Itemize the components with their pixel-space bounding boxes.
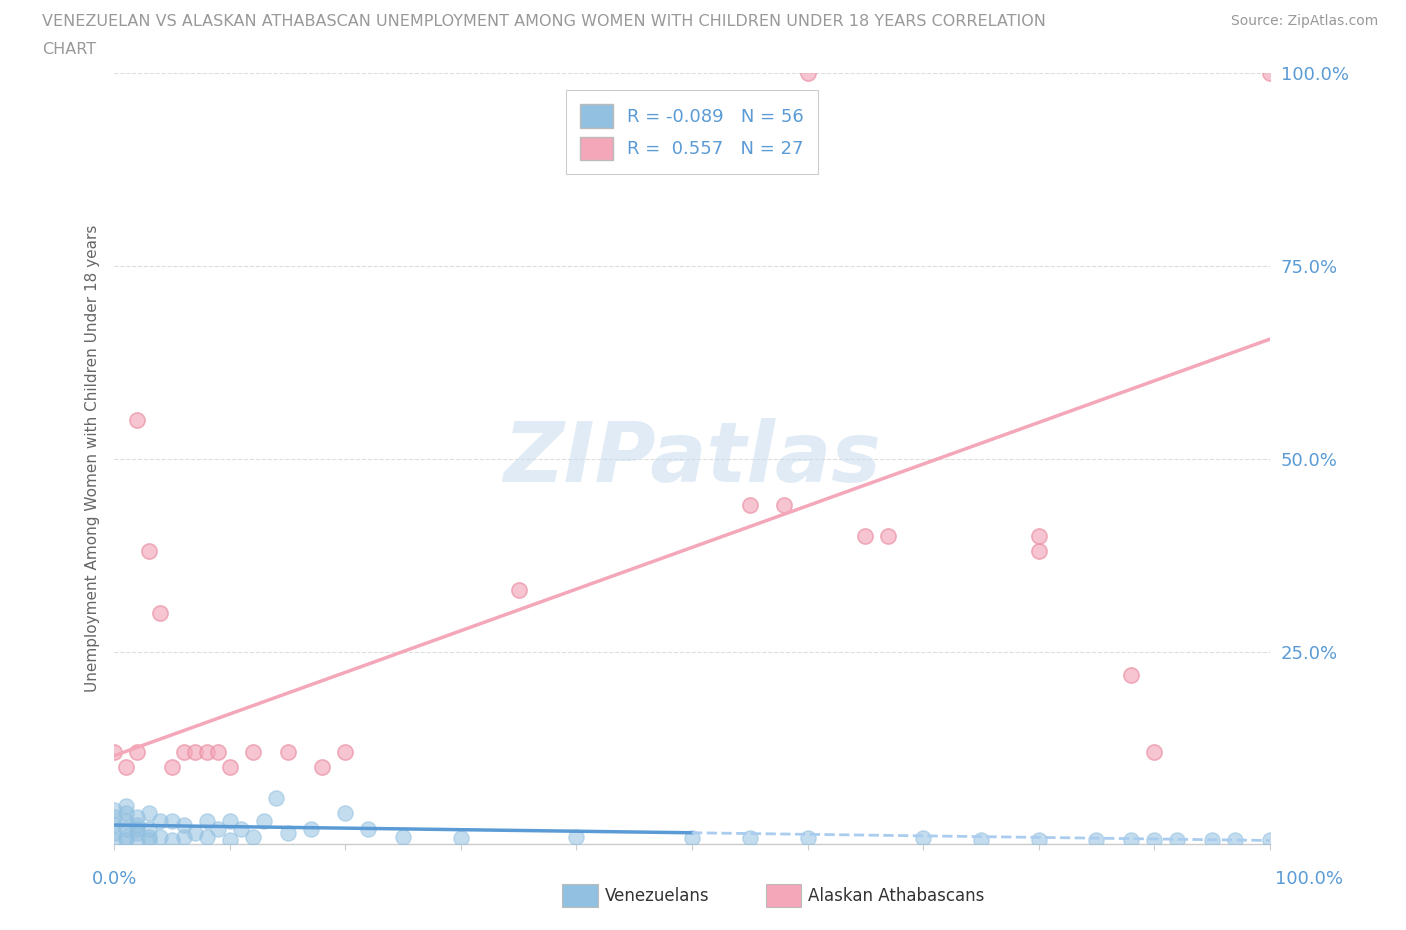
Point	[184, 825, 207, 840]
Point	[149, 814, 172, 829]
Point	[127, 833, 149, 848]
Point	[970, 833, 993, 848]
Point	[1223, 833, 1246, 848]
Point	[218, 833, 240, 848]
Point	[357, 821, 380, 836]
Point	[160, 814, 183, 829]
Point	[276, 825, 298, 840]
Point	[1028, 833, 1050, 848]
Point	[149, 830, 172, 844]
Point	[138, 830, 160, 844]
Point	[173, 830, 195, 844]
Point	[103, 810, 125, 825]
Point	[127, 810, 149, 825]
Point	[1119, 833, 1142, 848]
Point	[773, 498, 796, 512]
Point	[103, 825, 125, 840]
Point	[853, 528, 876, 543]
Point	[103, 803, 125, 817]
Point	[335, 806, 357, 821]
Point	[149, 605, 172, 620]
Point	[127, 821, 149, 836]
Y-axis label: Unemployment Among Women with Children Under 18 years: Unemployment Among Women with Children U…	[86, 225, 100, 693]
Text: 100.0%: 100.0%	[1275, 870, 1343, 888]
Point	[565, 830, 588, 844]
Point	[1166, 833, 1188, 848]
Point	[114, 830, 136, 844]
Point	[1028, 528, 1050, 543]
Point	[138, 806, 160, 821]
Point	[242, 744, 264, 759]
Point	[173, 817, 195, 832]
Point	[796, 66, 818, 81]
Point	[218, 760, 240, 775]
Point	[1143, 744, 1166, 759]
Point	[1028, 544, 1050, 559]
Point	[242, 830, 264, 844]
Point	[173, 744, 195, 759]
Point	[207, 821, 229, 836]
Point	[138, 833, 160, 848]
Point	[195, 814, 218, 829]
Point	[311, 760, 333, 775]
Point	[508, 582, 530, 597]
Point	[114, 760, 136, 775]
Legend: R = -0.089   N = 56, R =  0.557   N = 27: R = -0.089 N = 56, R = 0.557 N = 27	[565, 90, 818, 174]
Point	[160, 760, 183, 775]
Point	[127, 413, 149, 428]
Point	[127, 825, 149, 840]
Text: 0.0%: 0.0%	[91, 870, 136, 888]
Point	[450, 830, 472, 845]
Text: Venezuelans: Venezuelans	[605, 886, 709, 905]
Point	[738, 830, 761, 845]
Point	[207, 744, 229, 759]
Point	[1258, 66, 1281, 81]
Text: Source: ZipAtlas.com: Source: ZipAtlas.com	[1230, 14, 1378, 28]
Point	[1119, 667, 1142, 682]
Point	[195, 744, 218, 759]
Point	[103, 817, 125, 832]
Point	[1143, 833, 1166, 848]
Point	[114, 833, 136, 848]
Point	[877, 528, 900, 543]
Point	[253, 814, 276, 829]
Text: ZIPatlas: ZIPatlas	[503, 418, 882, 499]
Point	[299, 821, 322, 836]
Text: VENEZUELAN VS ALASKAN ATHABASCAN UNEMPLOYMENT AMONG WOMEN WITH CHILDREN UNDER 18: VENEZUELAN VS ALASKAN ATHABASCAN UNEMPLO…	[42, 14, 1046, 29]
Point	[1201, 833, 1223, 848]
Point	[127, 817, 149, 832]
Point	[160, 833, 183, 848]
Point	[1258, 833, 1281, 848]
Text: CHART: CHART	[42, 42, 96, 57]
Point	[264, 790, 287, 805]
Point	[392, 830, 415, 844]
Text: Alaskan Athabascans: Alaskan Athabascans	[808, 886, 984, 905]
Point	[912, 830, 935, 845]
Point	[738, 498, 761, 512]
Point	[1085, 833, 1108, 848]
Point	[114, 798, 136, 813]
Point	[681, 830, 703, 845]
Point	[103, 833, 125, 848]
Point	[114, 821, 136, 836]
Point	[335, 744, 357, 759]
Point	[276, 744, 298, 759]
Point	[231, 821, 253, 836]
Point	[218, 814, 240, 829]
Point	[114, 814, 136, 829]
Point	[127, 744, 149, 759]
Point	[138, 821, 160, 836]
Point	[103, 744, 125, 759]
Point	[195, 830, 218, 844]
Point	[184, 744, 207, 759]
Point	[796, 830, 818, 845]
Point	[114, 806, 136, 821]
Point	[138, 544, 160, 559]
